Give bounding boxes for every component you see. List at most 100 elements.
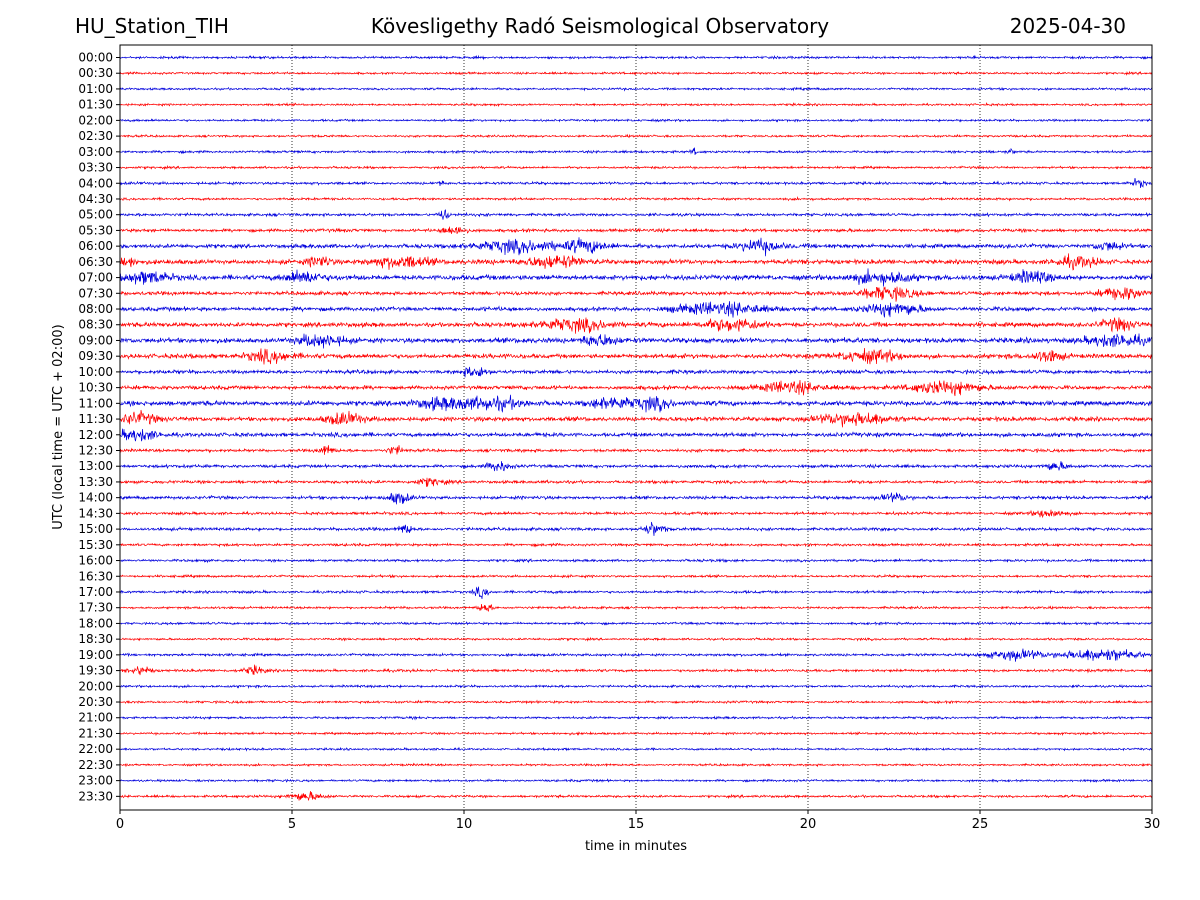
trace-1230 (119, 445, 1153, 455)
trace-0430 (119, 196, 1153, 202)
trace-1530 (119, 542, 1153, 548)
y-tick-label: 16:00 (78, 554, 113, 568)
x-tick-label: 5 (288, 817, 296, 832)
trace-2130 (120, 731, 1153, 737)
trace-0230 (119, 133, 1153, 139)
trace-1830 (119, 636, 1153, 642)
y-tick-label: 03:00 (78, 145, 113, 159)
trace-1200 (120, 428, 1153, 442)
y-tick-label: 10:30 (78, 381, 113, 395)
y-tick-label: 11:30 (78, 412, 113, 426)
y-tick-label: 01:00 (78, 82, 113, 96)
y-tick-label: 18:30 (78, 632, 113, 646)
y-tick-label: 05:00 (78, 208, 113, 222)
y-tick-label: 21:00 (78, 711, 113, 725)
x-tick-label: 0 (116, 817, 124, 832)
y-tick-label: 04:00 (78, 176, 113, 190)
y-tick-label: 17:00 (78, 585, 113, 599)
station-name: HU_Station_TIH (75, 14, 229, 38)
y-tick-label: 03:30 (78, 161, 113, 175)
trace-0130 (119, 101, 1153, 108)
trace-2000 (119, 683, 1153, 690)
x-axis-ticks: 0 5 10 15 20 25 30 (116, 810, 1160, 832)
y-tick-label: 15:30 (78, 538, 113, 552)
x-axis-label: time in minutes (585, 839, 687, 854)
x-tick-label: 30 (1144, 817, 1161, 832)
trace-2300 (120, 778, 1153, 784)
grid-lines (291, 45, 981, 810)
trace-1100 (119, 394, 1153, 413)
trace-0030 (119, 70, 1153, 76)
y-tick-label: 08:00 (78, 302, 113, 316)
trace-1500 (119, 521, 1153, 536)
trace-0930 (119, 347, 1153, 365)
trace-1330 (119, 477, 1153, 487)
y-tick-label: 06:00 (78, 239, 113, 253)
y-axis-label: UTC (local time = UTC + 02:00) (51, 324, 66, 529)
y-tick-label: 15:00 (78, 522, 113, 536)
trace-1700 (119, 586, 1153, 600)
trace-2330 (119, 791, 1153, 801)
y-tick-label: 17:30 (78, 601, 113, 615)
y-tick-label: 07:30 (78, 286, 113, 300)
y-tick-label: 02:30 (78, 129, 113, 143)
y-tick-label: 10:00 (78, 365, 113, 379)
trace-0730 (119, 286, 1153, 302)
trace-0330 (119, 164, 1153, 171)
y-tick-label: 09:00 (78, 333, 113, 347)
y-tick-label: 20:30 (78, 695, 113, 709)
trace-2230 (119, 762, 1153, 768)
y-tick-label: 12:30 (78, 444, 113, 458)
y-tick-label: 20:00 (78, 679, 113, 693)
trace-0200 (119, 117, 1153, 123)
trace-0100 (119, 86, 1153, 92)
trace-1430 (119, 509, 1153, 519)
y-tick-label: 19:00 (78, 648, 113, 662)
y-tick-label: 05:30 (78, 223, 113, 237)
trace-0300 (119, 147, 1153, 155)
y-tick-label: 18:00 (78, 616, 113, 630)
trace-1000 (119, 366, 1153, 378)
trace-1300 (119, 461, 1153, 472)
x-tick-label: 20 (800, 817, 817, 832)
y-tick-label: 22:30 (78, 758, 113, 772)
trace-1600 (119, 557, 1153, 564)
y-tick-label: 13:30 (78, 475, 113, 489)
y-tick-label: 11:00 (78, 396, 113, 410)
trace-1030 (119, 379, 1153, 397)
y-tick-label: 21:30 (78, 726, 113, 740)
trace-1730 (119, 603, 1153, 612)
seismic-traces (119, 54, 1153, 801)
trace-1900 (119, 648, 1153, 662)
y-tick-label: 09:30 (78, 349, 113, 363)
trace-1400 (119, 492, 1153, 505)
y-tick-label: 06:30 (78, 255, 113, 269)
y-tick-label: 16:30 (78, 569, 113, 583)
trace-0900 (119, 333, 1153, 349)
trace-1930 (119, 664, 1153, 676)
y-tick-label: 00:30 (78, 66, 113, 80)
x-tick-label: 25 (972, 817, 989, 832)
trace-0530 (119, 226, 1153, 234)
trace-1630 (119, 573, 1153, 579)
y-tick-label: 01:30 (78, 98, 113, 112)
trace-0000 (119, 54, 1153, 61)
chart-date: 2025-04-30 (1009, 14, 1126, 38)
trace-0500 (119, 209, 1153, 220)
chart-title: Kövesligethy Radó Seismological Observat… (370, 14, 830, 38)
y-tick-label: 14:30 (78, 506, 113, 520)
trace-1130 (119, 409, 1153, 428)
trace-0800 (119, 301, 1153, 318)
trace-0630 (119, 253, 1153, 271)
y-tick-label: 02:00 (78, 113, 113, 127)
trace-0830 (119, 317, 1153, 334)
y-tick-label: 12:00 (78, 428, 113, 442)
y-tick-label: 22:00 (78, 742, 113, 756)
x-tick-label: 15 (628, 817, 645, 832)
y-tick-label: 00:00 (78, 51, 113, 65)
trace-0600 (119, 237, 1153, 257)
y-tick-label: 23:30 (78, 789, 113, 803)
trace-2100 (119, 715, 1153, 721)
